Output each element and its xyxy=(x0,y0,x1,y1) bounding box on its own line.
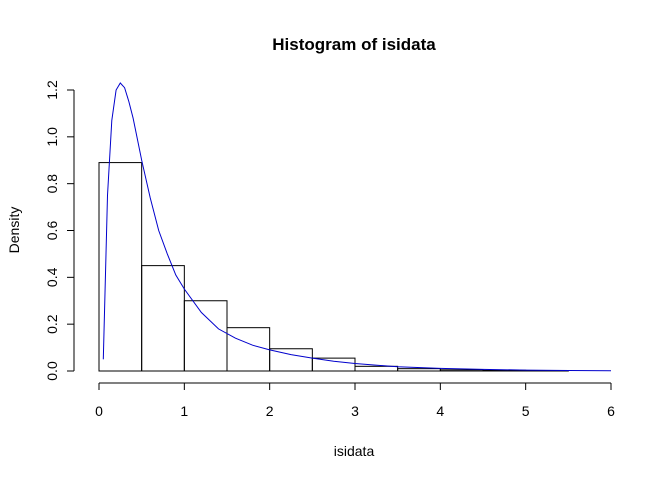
y-tick-label-2: 0.4 xyxy=(44,267,60,287)
histogram-bar-4 xyxy=(269,348,313,372)
histogram-bar-6 xyxy=(354,365,399,372)
y-axis: 0.0 0.2 0.4 0.6 0.8 1.0 1.2 xyxy=(44,80,75,381)
x-tick-label-2: 2 xyxy=(266,403,274,419)
x-axis-label: isidata xyxy=(334,443,375,459)
y-axis-label: Density xyxy=(6,207,22,254)
histogram-bar-8 xyxy=(439,369,484,372)
x-tick-label-6: 6 xyxy=(607,403,615,419)
histogram-bar-1 xyxy=(141,265,185,372)
x-axis: 0 1 2 3 4 5 6 xyxy=(95,382,615,419)
y-tick-label-4: 0.8 xyxy=(44,174,60,194)
x-tick-label-4: 4 xyxy=(436,403,444,419)
y-tick-label-5: 1.0 xyxy=(44,127,60,147)
y-tick-label-0: 0.0 xyxy=(44,361,60,381)
histogram-bar-3 xyxy=(226,327,271,372)
x-tick-label-0: 0 xyxy=(95,403,103,419)
histogram-bars xyxy=(98,162,569,372)
x-tick-label-5: 5 xyxy=(522,403,530,419)
density-curve-group xyxy=(102,82,612,372)
x-tick-label-1: 1 xyxy=(180,403,188,419)
chart-title: Histogram of isidata xyxy=(272,35,436,54)
y-tick-label-3: 0.6 xyxy=(44,221,60,241)
density-curve xyxy=(102,82,612,372)
x-tick-label-3: 3 xyxy=(351,403,359,419)
histogram-bar-5 xyxy=(311,357,356,372)
histogram-bar-2 xyxy=(183,300,228,372)
y-tick-label-1: 0.2 xyxy=(44,314,60,334)
y-tick-label-6: 1.2 xyxy=(44,80,60,100)
histogram-bar-7 xyxy=(397,368,441,372)
